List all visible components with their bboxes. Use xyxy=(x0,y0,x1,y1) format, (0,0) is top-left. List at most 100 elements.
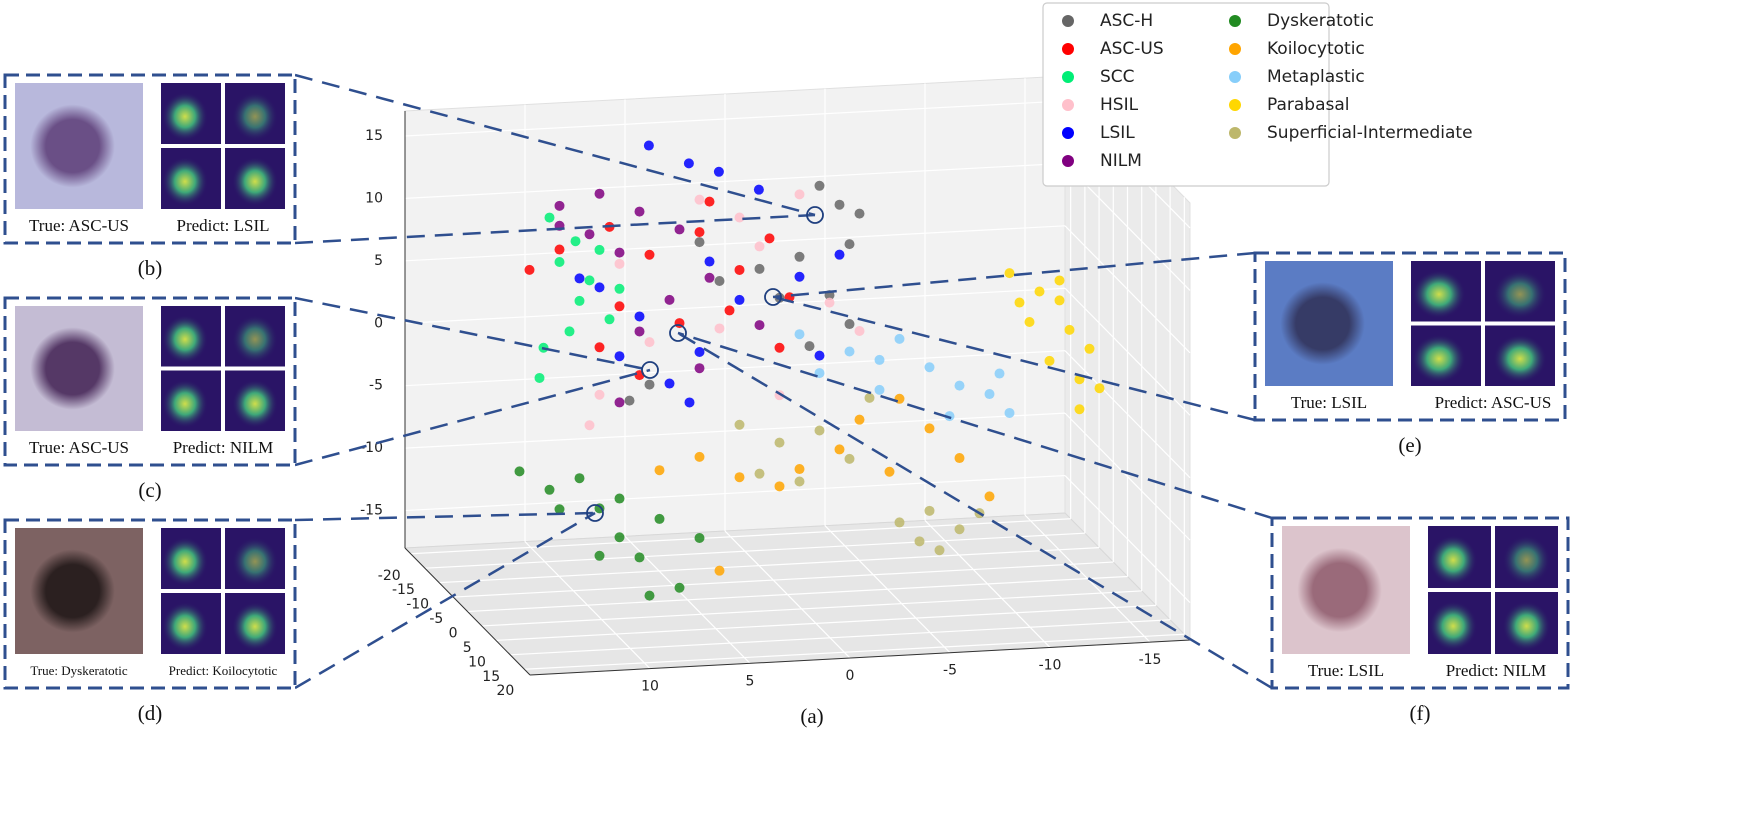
highlight-ring xyxy=(764,288,782,306)
heatmap-blob xyxy=(1493,270,1547,319)
point xyxy=(874,384,885,395)
caption: (a) xyxy=(800,704,823,728)
legend-marker xyxy=(1062,43,1074,55)
grid-line xyxy=(1064,225,1191,354)
point xyxy=(570,236,581,247)
grid-line xyxy=(510,619,1171,656)
point xyxy=(684,397,695,408)
predict-label: Predict: NILM xyxy=(1446,661,1547,680)
point xyxy=(664,378,675,389)
point xyxy=(614,493,625,504)
point xyxy=(614,301,625,312)
true-label: True: LSIL xyxy=(1308,661,1384,680)
heatmap-blob xyxy=(232,315,278,364)
point xyxy=(614,258,625,269)
point xyxy=(534,372,545,383)
legend-label: ASC-US xyxy=(1100,39,1164,59)
point xyxy=(954,453,965,464)
heatmap-blob xyxy=(1493,334,1547,383)
point xyxy=(854,326,865,337)
legend-label: SCC xyxy=(1100,67,1135,87)
point xyxy=(774,481,785,492)
grid-line xyxy=(404,287,1066,324)
legend-marker xyxy=(1229,43,1241,55)
point xyxy=(514,466,525,477)
y-tick-label: -5 xyxy=(429,611,443,627)
legend-marker xyxy=(1062,15,1074,27)
cell-image xyxy=(1265,261,1393,386)
point xyxy=(894,333,905,344)
grid-line xyxy=(404,162,1066,199)
point xyxy=(894,517,905,528)
point xyxy=(634,311,645,322)
heatmap-blob xyxy=(162,315,208,364)
point xyxy=(934,545,945,556)
grid-line xyxy=(1064,350,1191,479)
grid-line xyxy=(495,604,1156,641)
legend-label: LSIL xyxy=(1100,123,1135,143)
y-tick-label: -20 xyxy=(378,568,401,584)
point xyxy=(614,283,625,294)
legend-marker xyxy=(1062,127,1074,139)
point xyxy=(594,244,605,255)
legend-marker xyxy=(1229,15,1241,27)
point xyxy=(834,249,845,260)
point xyxy=(994,368,1005,379)
legend-label: NILM xyxy=(1100,151,1142,171)
point xyxy=(1004,407,1015,418)
point xyxy=(1074,404,1085,415)
panel-caption: (f) xyxy=(1410,701,1431,725)
point xyxy=(824,297,835,308)
point xyxy=(844,346,855,357)
grid-line xyxy=(404,100,1066,137)
x-tick-label: 10 xyxy=(641,679,659,695)
point xyxy=(894,393,905,404)
point xyxy=(714,275,725,286)
legend-marker xyxy=(1229,99,1241,111)
point xyxy=(714,323,725,334)
point xyxy=(604,314,615,325)
point xyxy=(984,491,995,502)
panels: True: ASC-US Predict: LSIL (b) True: ASC-US… xyxy=(3,73,1570,725)
legend-marker xyxy=(1229,71,1241,83)
point xyxy=(674,582,685,593)
point xyxy=(554,200,565,211)
heatmap-blob xyxy=(162,157,208,206)
point xyxy=(1064,324,1075,335)
x-tick-label: -10 xyxy=(1039,657,1062,673)
point xyxy=(734,294,745,305)
grid-line xyxy=(1064,475,1191,603)
highlight-ring xyxy=(586,504,604,522)
point xyxy=(564,326,575,337)
point xyxy=(924,423,935,434)
link-line xyxy=(294,368,651,467)
point xyxy=(644,249,655,260)
point xyxy=(574,273,585,284)
grid-line xyxy=(1064,412,1191,541)
point xyxy=(554,504,565,515)
point xyxy=(624,395,635,406)
point xyxy=(694,194,705,205)
predict-label: Predict: Koilocytotic xyxy=(169,663,278,678)
grid-line xyxy=(439,547,1100,584)
heatmap-blob xyxy=(1429,535,1478,585)
point xyxy=(644,590,655,601)
point xyxy=(794,476,805,487)
point xyxy=(734,264,745,275)
grid-line xyxy=(481,590,1142,627)
point xyxy=(574,295,585,306)
point xyxy=(713,166,724,177)
point xyxy=(794,189,805,200)
heatmap-blob xyxy=(1429,601,1478,651)
point xyxy=(704,196,715,207)
heatmap-blob xyxy=(232,92,278,141)
true-label: True: ASC-US xyxy=(29,438,129,457)
point xyxy=(544,212,555,223)
heatmap-blob xyxy=(1502,601,1551,651)
point xyxy=(924,505,935,516)
point xyxy=(753,184,764,195)
point xyxy=(914,536,925,547)
point xyxy=(754,468,765,479)
link-line xyxy=(294,511,596,690)
cell-image xyxy=(15,528,143,654)
